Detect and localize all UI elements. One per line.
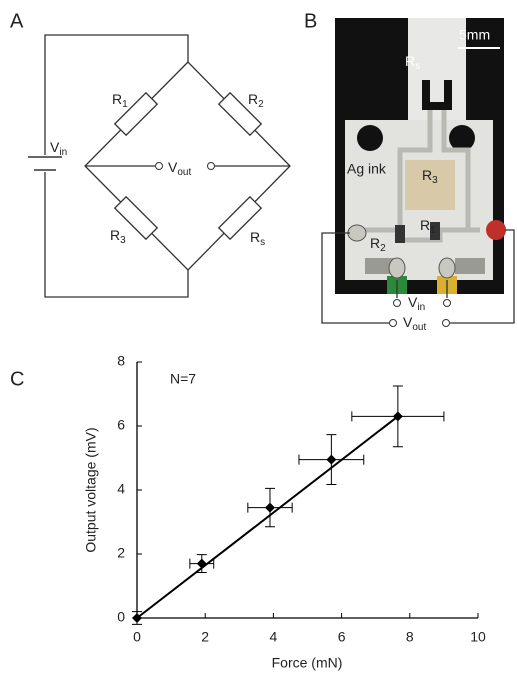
panel-label: A <box>10 10 24 32</box>
label: Rs <box>405 53 420 72</box>
terminal <box>393 299 401 307</box>
y-tick-label: 6 <box>117 417 125 433</box>
point <box>392 411 403 422</box>
label: R1 <box>420 217 436 236</box>
fit-line <box>136 415 399 619</box>
bridge <box>84 61 291 271</box>
x-tick-label: 2 <box>201 629 209 645</box>
label: R2 <box>370 235 386 254</box>
terminal <box>155 162 163 170</box>
label: Ag ink <box>347 161 387 177</box>
wire <box>321 229 515 324</box>
x-tick-label: 8 <box>406 629 414 645</box>
connector <box>438 257 456 279</box>
x-tick-label: 6 <box>338 629 346 645</box>
label: Vout <box>168 159 191 178</box>
x-tick-label: 10 <box>470 629 486 645</box>
panel-label: C <box>10 368 24 390</box>
resistor <box>113 195 159 241</box>
component <box>395 225 405 243</box>
terminal <box>389 319 397 327</box>
silver-trace <box>362 110 480 243</box>
x-tick-label: 4 <box>270 629 278 645</box>
point <box>264 502 275 513</box>
label: R2 <box>248 91 264 110</box>
label: Rs <box>250 229 265 248</box>
point <box>132 613 142 623</box>
annotation: N=7 <box>170 371 196 387</box>
hole <box>449 125 475 151</box>
sensor-photo: B 5mm Rs Ag ink R3 R1 R2 Vin Vout <box>304 10 515 333</box>
y-tick-label: 0 <box>117 609 125 625</box>
terminal <box>442 319 450 327</box>
x-tick-label: 0 <box>133 629 141 645</box>
terminal <box>207 162 215 170</box>
scale-label: 5mm <box>459 27 490 43</box>
label: R1 <box>112 91 128 110</box>
y-tick-label: 8 <box>117 353 125 369</box>
pad <box>455 258 485 274</box>
circuit-diagram: A Vin Vout R1 R2 R3 Rs <box>10 10 291 298</box>
hole <box>357 125 383 151</box>
label: R3 <box>110 227 126 246</box>
connector <box>388 257 406 279</box>
point <box>196 558 207 569</box>
component <box>405 160 455 210</box>
y-axis-label: Output voltage (mV) <box>83 427 99 552</box>
chart: C N=7 Force (mN) Output voltage (mV) 0 2 4… <box>10 353 486 671</box>
wire <box>44 34 189 298</box>
label: R3 <box>422 167 438 186</box>
connector <box>486 220 506 240</box>
label: Vin <box>408 294 425 313</box>
resistor <box>113 91 159 137</box>
panel-label: B <box>304 10 317 32</box>
terminal <box>443 299 451 307</box>
resistor <box>217 195 263 241</box>
strain-gauge <box>422 80 452 110</box>
x-axis-label: Force (mN) <box>272 655 343 671</box>
label: Vin <box>50 139 67 158</box>
point <box>326 454 337 465</box>
y-tick-label: 4 <box>117 481 125 497</box>
component <box>430 222 440 240</box>
resistor <box>217 91 263 137</box>
y-tick-label: 2 <box>117 545 125 561</box>
connector <box>347 224 367 242</box>
label: Vout <box>403 314 426 333</box>
pad <box>365 258 395 274</box>
